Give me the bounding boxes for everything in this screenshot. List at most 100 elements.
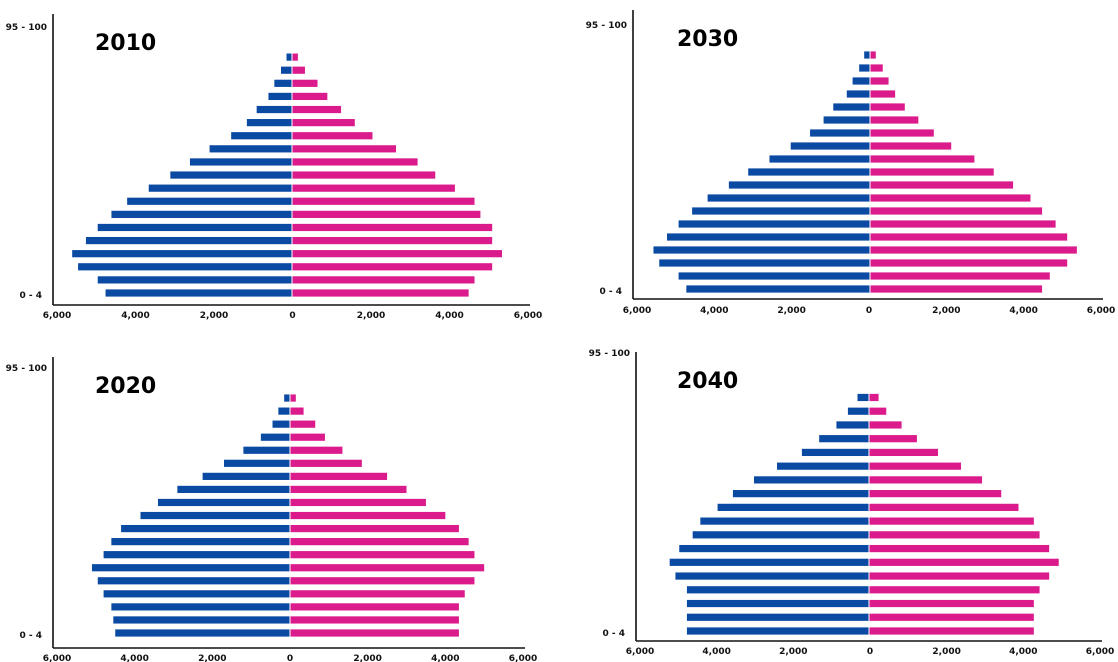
bar-male-70-74 [256,105,293,114]
bar-female-5-9 [869,613,1034,621]
bar-male-90-94 [284,394,290,402]
bar-male-50-54 [732,490,869,498]
x-tick-label: 6,000 [623,306,651,316]
bar-male-80-84 [847,407,869,415]
x-tick-label: 4,000 [120,654,148,662]
bar-female-70-74 [290,446,343,454]
bar-male-35-39 [692,531,869,539]
bar-male-0-4 [115,629,290,637]
bar-male-65-69 [223,459,290,467]
bar-female-50-54 [869,490,1002,498]
bar-female-20-24 [292,236,493,245]
bar-male-25-29 [97,223,293,232]
bar-female-15-19 [869,586,1040,594]
bar-male-50-54 [189,158,292,166]
x-tick-label: 2,000 [353,654,381,662]
bar-female-90-94 [870,51,876,59]
bar-male-40-44 [728,181,870,189]
bar-female-50-54 [870,155,975,163]
bar-male-15-19 [653,246,870,254]
bar-female-65-69 [869,448,938,457]
bar-male-25-29 [91,564,290,572]
bar-female-60-64 [870,129,934,137]
x-tick-label: 4,000 [1009,647,1037,657]
bar-female-35-39 [292,197,475,205]
x-tick-label: 0 [866,306,872,316]
x-tick-label: 0 [867,647,873,657]
bar-male-50-54 [157,498,290,507]
bar-female-40-44 [869,517,1034,525]
bar-male-0-4 [686,285,870,293]
x-tick-label: 6,000 [626,647,654,657]
bar-male-45-49 [140,511,290,520]
bar-male-10-14 [686,599,869,608]
bar-female-55-59 [290,485,407,494]
y-tick-label-top: 95 - 100 [586,21,627,31]
y-tick-label-top: 95 - 100 [589,349,630,359]
bar-female-80-84 [869,407,887,415]
bar-female-30-34 [869,544,1050,553]
bar-male-20-24 [667,233,870,241]
x-tick-label: 4,000 [121,311,149,321]
bar-female-90-94 [290,394,296,402]
bar-male-75-79 [260,433,290,441]
bar-female-65-69 [292,119,355,127]
bar-male-75-79 [846,90,870,98]
bar-male-55-59 [177,485,290,494]
x-tick-label: 4,000 [431,654,459,662]
bar-male-0-4 [686,627,869,635]
bar-male-40-44 [121,524,290,533]
bar-female-90-94 [292,53,298,61]
bar-female-30-34 [870,207,1043,215]
x-tick-label: 4,000 [702,647,730,657]
bar-male-35-39 [127,197,293,205]
bar-male-30-34 [103,551,290,559]
bar-male-5-9 [113,616,290,624]
bar-female-85-89 [290,407,304,415]
bar-female-80-84 [292,79,318,87]
bar-female-0-4 [870,285,1043,293]
bar-female-35-39 [870,194,1031,202]
x-tick-label: 2,000 [779,647,807,657]
bar-female-45-49 [290,511,446,520]
bar-female-75-79 [292,92,328,101]
bar-male-60-64 [777,462,869,470]
bar-male-55-59 [754,476,869,484]
bar-female-10-14 [292,263,493,271]
bar-male-50-54 [769,155,870,163]
bar-male-5-9 [686,613,869,621]
x-tick-label: 0 [289,311,295,321]
bar-female-25-29 [290,564,485,572]
bar-female-55-59 [292,145,397,153]
x-tick-label: 6,000 [43,311,71,321]
bar-male-85-89 [857,393,869,402]
bar-female-75-79 [290,433,325,441]
bar-female-10-14 [290,603,459,611]
bar-female-50-54 [292,158,418,166]
bar-female-65-69 [870,116,919,124]
bar-male-15-19 [103,590,290,598]
bar-female-0-4 [292,289,469,297]
bar-female-70-74 [292,105,342,114]
bar-male-40-44 [700,517,869,525]
bar-female-40-44 [290,524,459,533]
bar-female-25-29 [292,223,493,232]
bar-male-10-14 [111,603,291,611]
bar-female-25-29 [870,220,1056,228]
bar-male-45-49 [748,168,870,176]
x-tick-label: 2,000 [932,306,960,316]
bar-male-20-24 [97,577,290,585]
bar-female-40-44 [870,181,1014,189]
pyramid-chart-2020: 2020 95 - 100 0 - 4 6,000 4,000 2,000 0 2,000 4,… [6,357,537,662]
bar-male-80-84 [852,77,870,85]
bar-male-45-49 [717,503,869,511]
bar-female-55-59 [870,142,952,150]
chart-title: 2030 [677,27,738,52]
bar-male-60-64 [231,132,292,140]
bar-male-25-29 [669,558,869,566]
bar-male-30-34 [679,544,869,553]
bar-female-80-84 [290,420,316,428]
x-tick-label: 2,000 [198,654,226,662]
bar-female-60-64 [290,472,388,480]
